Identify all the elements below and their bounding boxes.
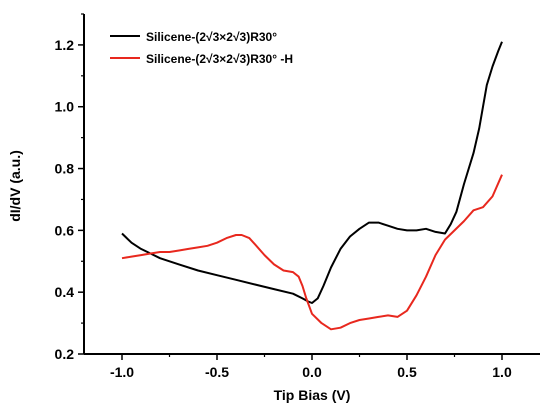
y-tick-label: 0.4 bbox=[55, 284, 75, 300]
x-tick-label: 1.0 bbox=[492, 364, 512, 380]
x-tick-label: 0.5 bbox=[397, 364, 417, 380]
y-tick-label: 0.2 bbox=[55, 346, 75, 362]
x-axis-title: Tip Bias (V) bbox=[274, 387, 351, 403]
y-tick-label: 1.2 bbox=[55, 37, 75, 53]
y-axis-title: dI/dV (a.u.) bbox=[7, 150, 23, 222]
legend-label-2: Silicene-(2√3×2√3)R30° -H bbox=[146, 52, 293, 66]
legend: Silicene-(2√3×2√3)R30° Silicene-(2√3×2√3)… bbox=[110, 30, 293, 66]
series-line-1 bbox=[121, 41, 503, 304]
x-tick-label: 0.0 bbox=[302, 364, 322, 380]
y-tick-label: 0.8 bbox=[55, 161, 75, 177]
series-lines bbox=[121, 41, 503, 331]
y-tick-label: 0.6 bbox=[55, 222, 75, 238]
series-line-2 bbox=[121, 174, 503, 331]
ticks: -1.0 -0.5 0.0 0.5 1.0 0.2 0.4 0.6 0.8 1.0 1.2 bbox=[55, 13, 512, 380]
legend-label-1: Silicene-(2√3×2√3)R30° bbox=[146, 30, 277, 44]
x-tick-label: -0.5 bbox=[205, 364, 229, 380]
x-tick-label: -1.0 bbox=[110, 364, 134, 380]
y-tick-label: 1.0 bbox=[55, 99, 75, 115]
